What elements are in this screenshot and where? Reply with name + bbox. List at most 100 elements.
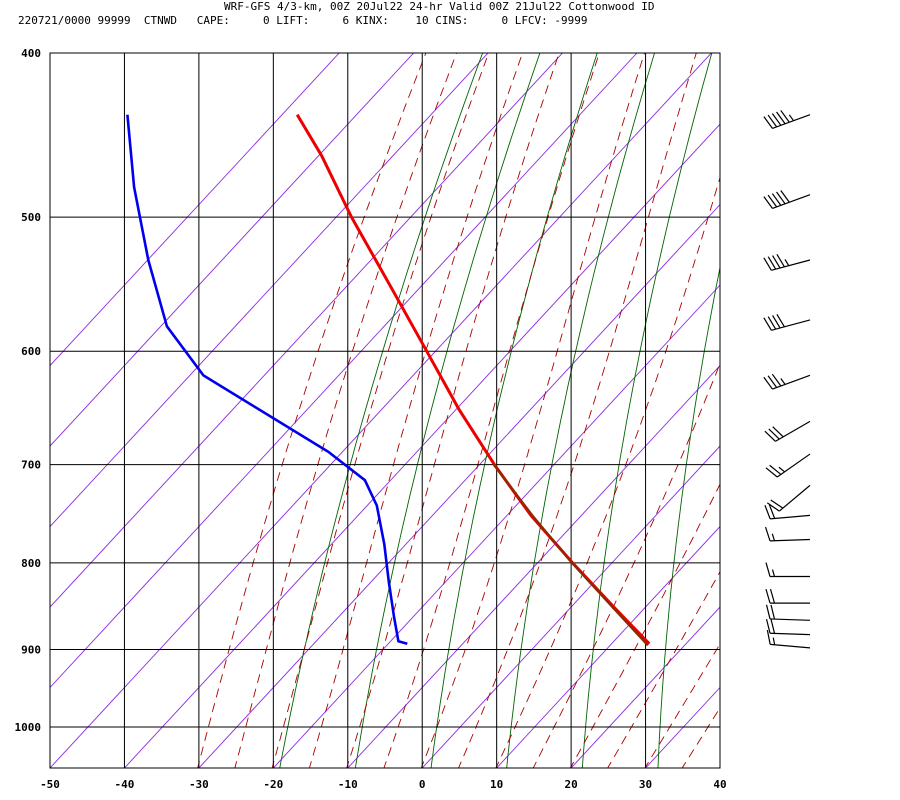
wind-barb-feather — [765, 562, 771, 577]
dry-adiabat-line — [581, 53, 713, 768]
wind-barb-feather — [780, 190, 790, 203]
temperature-tick-label: 10 — [490, 778, 503, 791]
wind-barb — [763, 254, 811, 271]
wind-barb — [765, 562, 810, 578]
dry-adiabat-line — [354, 53, 541, 768]
wind-barb-feather — [769, 464, 782, 475]
pressure-tick-label: 600 — [21, 345, 41, 358]
sounding-profiles — [126, 113, 651, 647]
moist-adiabat-line — [458, 53, 697, 768]
moist-adiabat-line — [383, 53, 600, 768]
dry-adiabat-line — [506, 53, 655, 768]
wind-barb-feather — [780, 110, 790, 123]
wind-barb-feather — [771, 113, 782, 126]
wind-barb-feather — [763, 116, 773, 129]
wind-barb-feather — [763, 196, 773, 209]
wind-barb-feather — [778, 466, 785, 473]
pressure-tick-label: 800 — [21, 557, 41, 570]
isotherm-line — [347, 364, 720, 768]
temperature-tick-label: 0 — [419, 778, 426, 791]
isotherm-line — [272, 284, 720, 768]
wind-barb-feather — [765, 588, 771, 604]
isotherm-line — [123, 123, 720, 768]
wind-barb-feather — [766, 629, 771, 645]
temperature-profile — [295, 113, 651, 645]
moist-adiabat-line — [271, 53, 490, 768]
wind-barb-feather — [766, 502, 780, 512]
isotherm-line — [50, 53, 415, 447]
wind-barb — [766, 629, 811, 649]
background-lines — [50, 34, 900, 770]
wind-barb-feather — [770, 499, 784, 509]
moist-adiabat-line — [569, 483, 720, 768]
wind-barb-feather — [765, 604, 771, 620]
isotherm-line — [50, 53, 340, 367]
dry-adiabat-line — [734, 34, 831, 770]
wind-barb-feather — [764, 430, 776, 442]
wind-barb — [764, 526, 811, 542]
dry-adiabat-line — [809, 34, 888, 770]
wind-barb — [763, 110, 811, 129]
wind-barb-staff — [770, 514, 811, 520]
wind-barb — [764, 504, 811, 520]
sounding-indices: 220721/0000 99999 CTNWD CAPE: 0 LIFT: 6 … — [18, 14, 588, 27]
wind-barb-feather — [767, 256, 777, 270]
wind-barb-feather — [784, 259, 790, 267]
wind-barb-feather — [776, 191, 786, 205]
wind-barb-staff — [770, 643, 811, 649]
dry-adiabat-line — [279, 53, 484, 768]
temperature-tick-label: 30 — [639, 778, 652, 791]
dry-adiabat-line — [882, 34, 900, 770]
temperature-tick-label: -40 — [115, 778, 135, 791]
moist-adiabat-line — [718, 766, 720, 768]
moist-adiabat-line — [681, 707, 720, 768]
wind-barb-feather — [769, 588, 776, 604]
isotherm-line — [793, 34, 900, 769]
moist-adiabat-line — [532, 362, 720, 768]
wind-barb-feather — [764, 526, 771, 542]
wind-barb-feather — [768, 504, 776, 519]
wind-barb — [764, 420, 811, 442]
wind-barb-feather — [772, 426, 784, 438]
wind-barb-staff — [770, 618, 811, 621]
wind-barb — [763, 314, 811, 331]
wind-barb-feather — [772, 315, 781, 329]
wind-barb-feather — [776, 314, 785, 328]
wind-barb — [766, 484, 811, 512]
wind-barb-feather — [772, 255, 781, 269]
temperature-tick-label: 20 — [564, 778, 577, 791]
moist-adiabat-line — [495, 176, 720, 768]
wind-barb-staff — [771, 319, 811, 331]
wind-barb — [763, 373, 811, 390]
isotherm-line — [644, 686, 720, 768]
temperature-tick-label: -50 — [40, 778, 60, 791]
temperature-axis: -50 -40 -30 -20 -10 0 10 20 30 40 — [40, 778, 727, 791]
pressure-tick-label: 400 — [21, 47, 41, 60]
pressure-tick-label: 900 — [21, 643, 41, 656]
temperature-tick-label: -20 — [263, 778, 283, 791]
pressure-axis: 400 500 600 700 800 900 1000 — [15, 47, 42, 734]
wind-barb-feather — [771, 533, 776, 541]
wind-barb-feather — [788, 114, 795, 122]
wind-barb — [765, 604, 811, 621]
wind-barb-feather — [768, 428, 780, 440]
wind-barb — [765, 588, 810, 604]
moist-adiabat-line — [420, 53, 645, 768]
wind-barb-feather — [764, 505, 771, 520]
isotherm-line — [496, 525, 720, 768]
wind-barb-feather — [763, 376, 773, 390]
chart-title: WRF-GFS 4/3-km, 00Z 20Jul22 24-hr Valid … — [224, 0, 655, 13]
wind-barb-staff — [772, 114, 811, 129]
wind-barb-staff — [778, 484, 811, 512]
wind-barbs — [763, 110, 811, 649]
moist-adiabat-line — [607, 570, 720, 768]
wind-barb-staff — [771, 259, 811, 271]
parcel-profile — [492, 463, 649, 647]
wind-barb-feather — [780, 378, 786, 385]
wind-barb-feather — [767, 194, 778, 208]
isotherm-line — [719, 767, 720, 768]
pressure-tick-label: 500 — [21, 211, 41, 224]
isotherm-line — [198, 203, 720, 768]
dewpoint-profile — [126, 114, 408, 646]
wind-barb-feather — [771, 569, 776, 577]
